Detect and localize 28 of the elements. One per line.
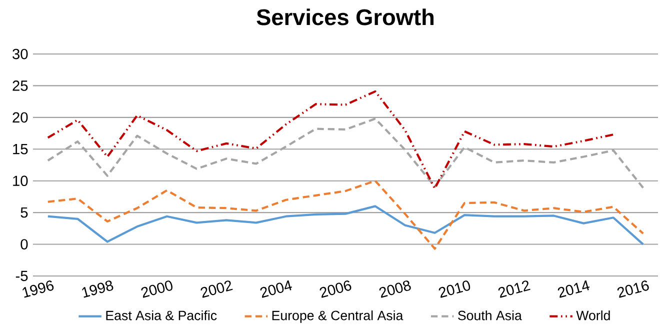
x-tick-label: 2008	[379, 280, 411, 298]
x-tick-label: 2000	[141, 280, 172, 298]
x-tick-label: 2006	[320, 280, 352, 298]
x-tick-label: 2004	[260, 280, 292, 298]
line-series	[46, 90, 614, 190]
x-tick-label: 1996	[22, 280, 54, 298]
legend-label: World	[576, 310, 610, 320]
y-tick-label: -5	[16, 270, 28, 281]
y-tick-label: 10	[13, 175, 28, 186]
y-tick-label: 15	[13, 144, 28, 154]
legend-label: South Asia	[458, 310, 522, 320]
legend-label: Europe & Central Asia	[272, 310, 404, 323]
y-tick-label: 5	[20, 207, 28, 218]
y-tick-label: 25	[12, 80, 28, 91]
line-series	[46, 180, 644, 250]
x-tick-label: 1998	[82, 280, 114, 298]
line-series	[46, 204, 644, 246]
x-tick-label: 2002	[200, 280, 233, 298]
x-tick-label: 2010	[438, 280, 470, 298]
y-tick-label: 20	[12, 112, 28, 122]
x-tick-label: 2016	[617, 280, 649, 298]
x-tick-label: 2014	[558, 280, 590, 298]
legend-label: East Asia & Pacific	[106, 310, 217, 320]
y-tick-label: 30	[12, 48, 28, 59]
x-tick-label: 2012	[498, 280, 530, 298]
line-series	[46, 117, 644, 189]
chart-title: Services Growth	[256, 8, 434, 26]
y-tick-label: 0	[20, 238, 28, 250]
